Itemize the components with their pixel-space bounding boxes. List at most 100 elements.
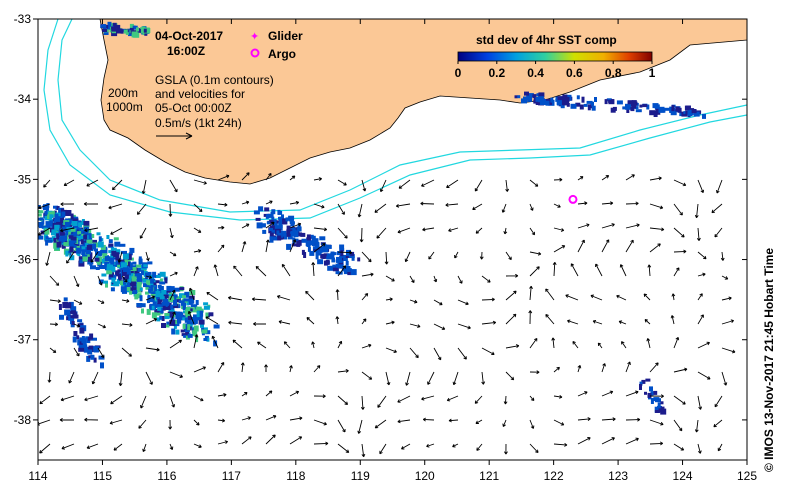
- sst-pixel: [521, 98, 527, 104]
- velocity-arrow: [625, 174, 635, 181]
- sst-pixel: [630, 107, 635, 112]
- velocity-arrow: [673, 227, 685, 238]
- sst-pixel: [608, 99, 614, 103]
- velocity-arrow: [553, 177, 563, 182]
- gsla-line-1: GSLA (0.1m contours): [155, 73, 274, 87]
- sst-pixel: [128, 31, 133, 37]
- velocity-arrow: [110, 227, 123, 235]
- sst-pixel: [162, 304, 166, 311]
- sst-pixel: [73, 331, 78, 336]
- sst-pixel: [154, 304, 161, 309]
- velocity-arrow: [73, 347, 80, 357]
- colorbar-tick-label: 0.2: [488, 66, 505, 80]
- sst-pixel: [322, 243, 327, 250]
- sst-pixel: [120, 262, 127, 268]
- y-tick-label: -34: [14, 92, 32, 106]
- sst-pixel: [72, 244, 77, 248]
- sst-pixel: [145, 272, 151, 278]
- velocity-arrow: [283, 341, 291, 349]
- sst-pixel: [269, 236, 274, 241]
- velocity-arrow: [169, 339, 183, 349]
- sst-pixel: [273, 219, 277, 226]
- sst-pixel: [357, 257, 361, 262]
- sst-pixel: [187, 324, 191, 331]
- velocity-arrow: [289, 416, 303, 421]
- sst-pixel: [610, 107, 616, 113]
- colorbar-tick-label: 0.4: [527, 66, 544, 80]
- sst-pixel: [654, 410, 660, 413]
- sst-pixel: [279, 227, 283, 231]
- sst-pixel: [111, 266, 116, 272]
- sst-pixel: [184, 311, 191, 318]
- velocity-arrow: [145, 295, 155, 301]
- sst-pixel: [168, 307, 175, 314]
- velocity-arrow: [281, 263, 291, 277]
- sst-pixel: [68, 240, 74, 246]
- velocity-arrow: [528, 310, 533, 325]
- sst-pixel: [657, 402, 661, 409]
- sst-pixel: [133, 290, 137, 294]
- sst-pixel: [119, 266, 126, 270]
- velocity-arrow: [84, 395, 99, 402]
- velocity-arrow: [422, 417, 435, 422]
- velocity-arrow: [311, 262, 316, 277]
- sst-pixel: [344, 266, 351, 272]
- sst-pixel: [101, 258, 105, 264]
- colorbar-ticks: 0 0.2 0.4 0.6 0.8 1: [455, 61, 656, 80]
- sst-pixel: [86, 244, 93, 250]
- velocity-arrow: [145, 251, 150, 262]
- sst-pixel: [82, 239, 89, 245]
- velocity-arrow: [110, 395, 123, 405]
- sst-pixel: [96, 261, 101, 265]
- sst-pixel: [45, 239, 49, 246]
- sst-pixel: [691, 109, 697, 114]
- sst-pixel: [85, 235, 89, 240]
- sst-pixel: [129, 247, 135, 253]
- sst-pixel: [264, 207, 270, 212]
- velocity-arrow: [311, 341, 315, 349]
- sst-pixel: [98, 355, 105, 360]
- sst-pixel: [115, 249, 121, 254]
- sst-pixel: [53, 237, 57, 243]
- colorbar-tick-label: 1: [649, 66, 656, 80]
- velocity-arrow: [169, 179, 178, 193]
- velocity-arrow: [86, 443, 99, 450]
- velocity-arrow: [60, 395, 75, 402]
- sst-pixel: [336, 256, 342, 263]
- sst-pixel: [77, 231, 82, 235]
- sst-pixel: [65, 210, 72, 216]
- velocity-arrow: [83, 202, 99, 206]
- velocity-arrow: [452, 371, 459, 386]
- sst-pixel: [524, 91, 529, 96]
- velocity-arrow: [240, 362, 245, 373]
- velocity-arrow: [38, 227, 51, 236]
- velocity-arrow: [448, 227, 459, 233]
- sst-pixel: [177, 304, 181, 309]
- sst-pixel: [70, 323, 75, 328]
- sst-pixel: [184, 317, 188, 323]
- sst-pixel: [337, 251, 342, 256]
- velocity-arrow: [145, 371, 153, 385]
- sst-pixel: [296, 240, 301, 247]
- velocity-arrow: [529, 227, 536, 236]
- sst-pixel: [625, 103, 631, 110]
- velocity-arrow: [670, 315, 675, 325]
- sst-pixel: [109, 272, 114, 278]
- sst-pixel: [319, 247, 323, 253]
- sst-pixel: [193, 325, 199, 332]
- velocity-arrow: [193, 419, 200, 426]
- sst-pixel: [63, 242, 70, 247]
- velocity-arrow: [601, 175, 610, 181]
- velocity-arrow: [374, 419, 387, 429]
- sst-pixel: [41, 218, 45, 225]
- sst-pixel: [113, 237, 119, 241]
- x-tick-label: 123: [608, 469, 628, 483]
- sst-pixel: [183, 298, 190, 302]
- velocity-arrow: [141, 179, 147, 195]
- sst-pixel: [159, 271, 166, 277]
- velocity-arrow: [409, 347, 419, 359]
- velocity-arrow: [337, 395, 349, 405]
- sst-pixel: [101, 273, 107, 277]
- velocity-arrow: [337, 203, 345, 215]
